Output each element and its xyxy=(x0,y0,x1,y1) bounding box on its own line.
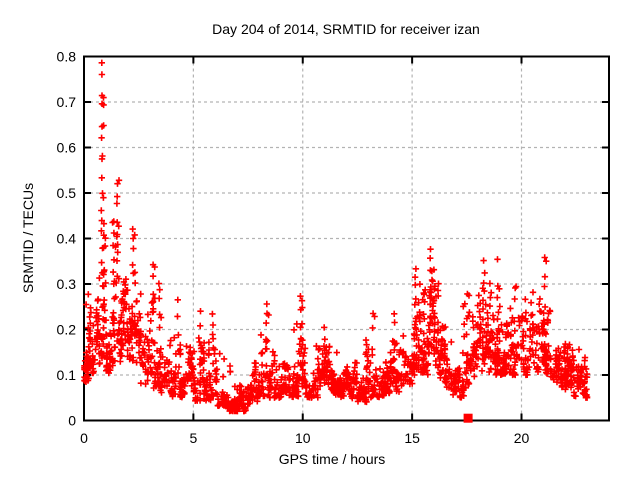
x-tick-label: 5 xyxy=(189,430,197,446)
x-tick-label: 10 xyxy=(295,430,311,446)
y-tick-label: 0.2 xyxy=(57,322,77,338)
grid-lines xyxy=(84,56,609,421)
srmtid-plus-markers xyxy=(81,59,591,415)
y-axis-label: SRMTID / TECUs xyxy=(20,183,36,293)
y-tick-label: 0.3 xyxy=(57,276,77,292)
axis-ticks xyxy=(83,55,609,422)
x-tick-label: 15 xyxy=(404,430,420,446)
x-axis-label: GPS time / hours xyxy=(279,451,386,467)
x-tick-label: 0 xyxy=(80,430,88,446)
y-tick-label: 0.4 xyxy=(57,231,77,247)
y-tick-label: 0.5 xyxy=(57,185,77,201)
y-tick-label: 0.1 xyxy=(57,367,77,383)
filled-square-marker xyxy=(463,413,473,423)
chart-title: Day 204 of 2014, SRMTID for receiver iza… xyxy=(212,21,480,37)
y-tick-label: 0 xyxy=(68,413,76,429)
data-points xyxy=(81,59,591,423)
y-tick-label: 0.8 xyxy=(57,49,77,65)
tick-labels: 0 5 10 15 20 0 0.1 0.2 0.3 0.4 0.5 0.6 0.7 0.8 xyxy=(57,49,530,447)
x-tick-label: 20 xyxy=(514,430,530,446)
y-tick-label: 0.7 xyxy=(57,94,77,110)
y-tick-label: 0.6 xyxy=(57,140,77,156)
